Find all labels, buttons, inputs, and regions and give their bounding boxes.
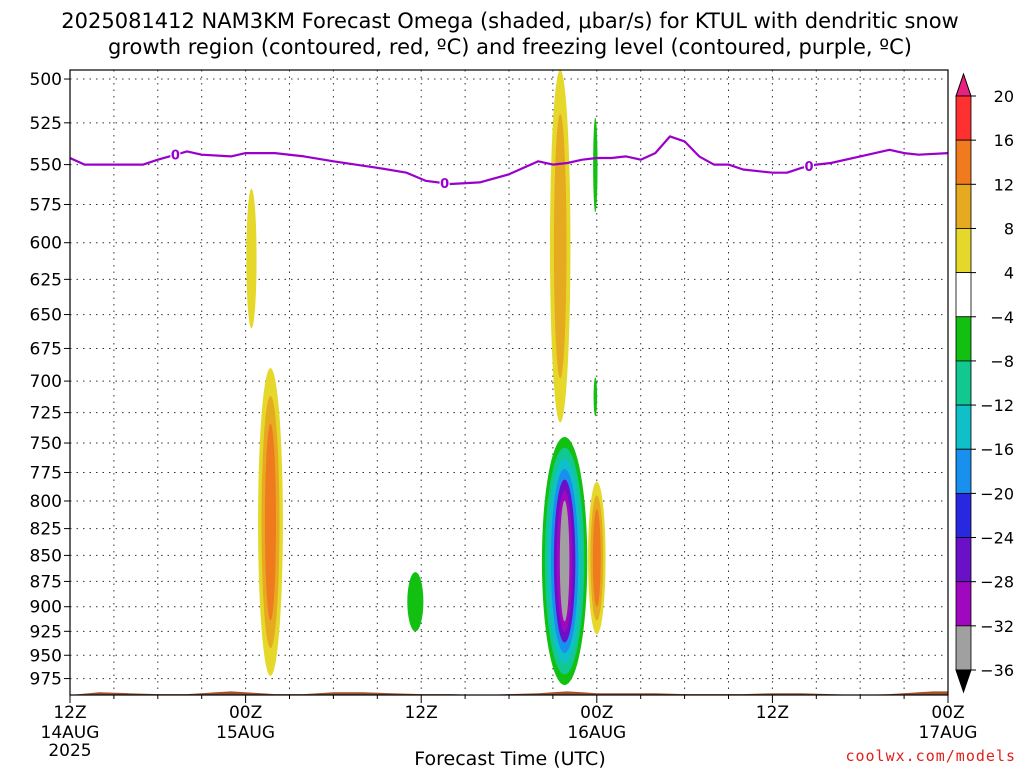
freezing-level-line — [70, 135, 948, 186]
x-tick-label: 12Z — [405, 703, 438, 723]
y-tick-label: 500 — [30, 70, 62, 90]
contour-label-background — [170, 147, 181, 162]
y-tick-label: 825 — [30, 520, 62, 540]
x-tick-year: 2025 — [48, 741, 91, 761]
colorbar: 20 16 12 8 4 −4 −8 −12 −16 −20 −24 −28 −32 −36 — [955, 72, 1014, 694]
x-tick-date: 17AUG — [919, 723, 978, 743]
colorbar-swatch — [955, 316, 972, 362]
contour-label-background — [803, 159, 814, 174]
omega-contour-fill — [407, 572, 424, 632]
x-tick-label: 00Z — [229, 703, 262, 723]
colorbar-label: −32 — [980, 617, 1014, 636]
colorbar-label: −16 — [980, 440, 1014, 459]
chart-title: 2025081412 NAM3KM Forecast Omega (shaded… — [61, 9, 958, 33]
colorbar-swatch — [955, 228, 972, 274]
y-tick-label: 550 — [30, 156, 62, 176]
x-tick-date: 16AUG — [567, 723, 626, 743]
omega-contour-fill — [559, 500, 570, 622]
x-tick-label: 12Z — [53, 703, 86, 723]
colorbar-label: 4 — [1004, 264, 1014, 283]
y-tick-label: 575 — [30, 195, 62, 215]
colorbar-swatch — [955, 404, 972, 450]
colorbar-swatch — [955, 95, 972, 141]
y-tick-label: 925 — [30, 622, 62, 642]
plot-area: 0 0 0 — [70, 70, 948, 695]
colorbar-label: −28 — [980, 573, 1014, 592]
colorbar-bottom-arrow — [955, 669, 972, 694]
x-tick-label: 12Z — [756, 703, 789, 723]
y-tick-label: 525 — [30, 114, 62, 134]
colorbar-label: 8 — [1004, 219, 1014, 238]
colorbar-label: 20 — [994, 87, 1014, 106]
colorbar-label: −36 — [980, 661, 1014, 680]
colorbar-swatch — [955, 537, 972, 583]
colorbar-swatch — [955, 448, 972, 494]
colorbar-top-arrow — [955, 72, 972, 97]
contour-label-background — [439, 176, 450, 191]
colorbar-label: −20 — [980, 484, 1014, 503]
chart-subtitle: growth region (contoured, red, ºC) and f… — [108, 35, 912, 59]
x-tick-date: 15AUG — [216, 723, 275, 743]
y-tick-label: 750 — [30, 434, 62, 454]
omega-contour-fill — [553, 114, 567, 379]
y-tick-label: 900 — [30, 598, 62, 618]
y-tick-label: 625 — [30, 270, 62, 290]
colorbar-label: −8 — [990, 352, 1014, 371]
y-tick-label: 775 — [30, 463, 62, 483]
colorbar-label: 12 — [994, 175, 1014, 194]
y-tick-label: 725 — [30, 404, 62, 424]
omega-contour-fill — [246, 188, 257, 329]
colorbar-swatch — [955, 272, 972, 318]
omega-contour-fill — [592, 509, 601, 607]
colorbar-swatch — [955, 492, 972, 538]
y-tick-label: 875 — [30, 572, 62, 592]
x-tick-label: 00Z — [580, 703, 613, 723]
x-tick-date: 14AUG — [41, 723, 100, 743]
colorbar-label: −4 — [990, 308, 1014, 327]
colorbar-swatch — [955, 360, 972, 406]
y-tick-label: 650 — [30, 306, 62, 326]
y-tick-label: 850 — [30, 546, 62, 566]
credit-link[interactable]: coolwx.com/models — [845, 747, 1016, 765]
y-tick-label: 600 — [30, 234, 62, 254]
omega-contour-fill — [593, 117, 598, 213]
x-tick-label: 00Z — [931, 703, 964, 723]
freezing-level-label: 0 — [804, 160, 813, 175]
omega-contour-fill — [593, 377, 598, 417]
colorbar-swatch — [955, 625, 972, 671]
y-tick-label: 950 — [30, 646, 62, 666]
x-axis-label: Forecast Time (UTC) — [414, 748, 605, 768]
y-tick-label: 800 — [30, 492, 62, 512]
colorbar-swatch — [955, 581, 972, 627]
y-tick-label: 700 — [30, 372, 62, 392]
colorbar-label: −24 — [980, 529, 1014, 548]
y-tick-label: 975 — [30, 670, 62, 690]
colorbar-label: −12 — [980, 396, 1014, 415]
freezing-level-label: 0 — [171, 149, 180, 164]
colorbar-label: 16 — [994, 131, 1014, 150]
freezing-level-label: 0 — [440, 177, 449, 192]
y-tick-label: 675 — [30, 339, 62, 359]
omega-contour-fill — [264, 423, 277, 621]
axes: 500 525 550 575 600 625 650 675 700 725 750 775 800 8… — [30, 69, 978, 761]
colorbar-swatch — [955, 139, 972, 185]
colorbar-swatch — [955, 183, 972, 229]
